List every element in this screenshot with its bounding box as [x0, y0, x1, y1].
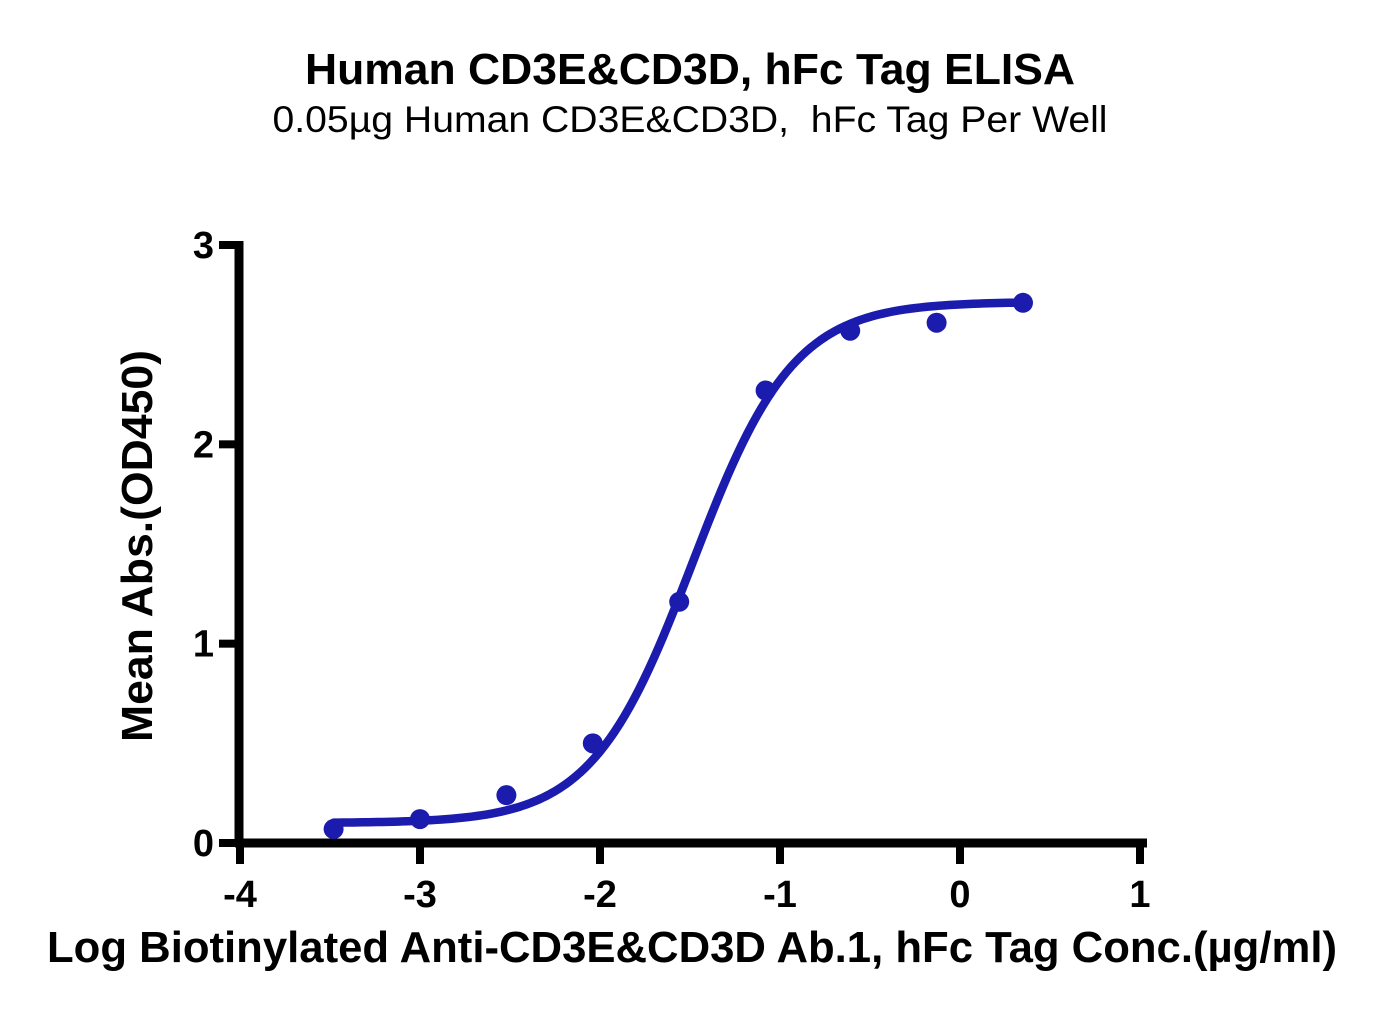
x-tick-label: 1: [1129, 874, 1150, 916]
data-point: [1013, 292, 1033, 313]
y-tick-labels: 0 1 2 3: [193, 225, 214, 865]
chart-title: Human CD3E&CD3D, hFc Tag ELISA: [305, 45, 1075, 94]
axes: [219, 241, 1147, 864]
x-tick-label: -4: [223, 874, 257, 916]
data-point: [669, 591, 690, 612]
chart-subtitle: 0.05µg Human CD3E&CD3D, hFc Tag Per Well: [273, 99, 1108, 140]
data-point: [582, 733, 603, 754]
x-tick-label: 0: [949, 874, 970, 916]
y-tick-label: 1: [193, 624, 214, 666]
fit-curve-line: [329, 298, 1028, 827]
x-tick-label: -3: [403, 874, 437, 916]
y-axis-label: Mean Abs.(OD450): [113, 350, 162, 742]
data-point: [410, 809, 430, 830]
data-point: [323, 819, 344, 840]
x-axis-label: Log Biotinylated Anti-CD3E&CD3D Ab.1, hF…: [47, 923, 1337, 972]
x-tick-label: -1: [763, 874, 797, 916]
data-point: [496, 785, 517, 806]
x-tick-label: -2: [583, 874, 617, 916]
data-point: [755, 380, 776, 401]
data-points: [323, 292, 1033, 840]
x-tick-labels: -4 -3 -2 -1 0 1: [223, 874, 1150, 916]
y-tick-label: 3: [193, 225, 214, 267]
data-point: [926, 312, 947, 333]
y-tick-label: 0: [193, 823, 214, 865]
y-tick-label: 2: [193, 424, 214, 466]
data-point: [840, 320, 861, 341]
